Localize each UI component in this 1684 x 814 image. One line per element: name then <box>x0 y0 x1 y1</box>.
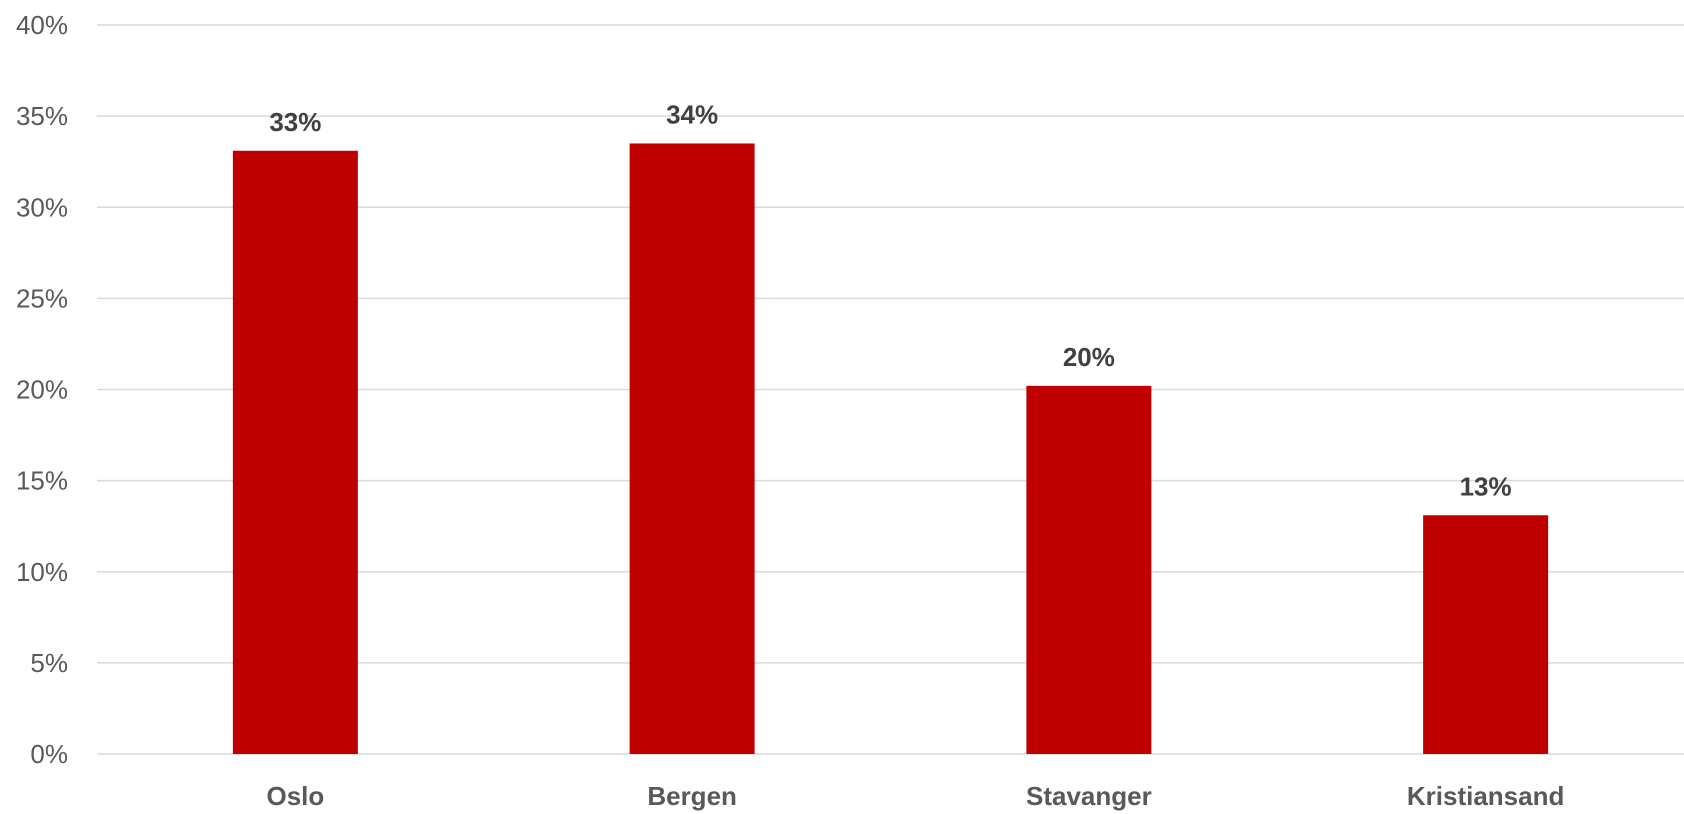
y-tick-label: 25% <box>16 283 68 313</box>
y-tick-label: 20% <box>16 375 68 405</box>
category-label-kristiansand: Kristiansand <box>1407 781 1565 811</box>
data-labels: 33% 34% 20% 13% <box>269 99 1511 501</box>
category-label-bergen: Bergen <box>647 781 737 811</box>
data-label-stavanger: 20% <box>1063 342 1115 372</box>
data-label-bergen: 34% <box>666 99 718 129</box>
category-label-oslo: Oslo <box>266 781 324 811</box>
gridlines <box>97 24 1684 755</box>
y-tick-label: 15% <box>16 466 68 496</box>
y-tick-label: 5% <box>30 648 68 678</box>
bar-bergen <box>629 143 755 754</box>
bar-kristiansand <box>1423 515 1549 754</box>
x-axis-category-labels: Oslo Bergen Stavanger Kristiansand <box>266 781 1564 811</box>
y-tick-label: 40% <box>16 10 68 40</box>
y-tick-label: 10% <box>16 557 68 587</box>
bar-oslo <box>232 150 358 754</box>
y-axis-tick-labels: 0% 5% 10% 15% 20% 25% 30% 35% 40% <box>16 10 68 769</box>
bar-stavanger <box>1026 385 1152 754</box>
bars <box>232 143 1549 754</box>
y-tick-label: 0% <box>30 739 68 769</box>
y-tick-label: 30% <box>16 192 68 222</box>
data-label-oslo: 33% <box>269 107 321 137</box>
data-label-kristiansand: 13% <box>1460 471 1512 501</box>
y-tick-label: 35% <box>16 101 68 131</box>
category-label-stavanger: Stavanger <box>1026 781 1152 811</box>
